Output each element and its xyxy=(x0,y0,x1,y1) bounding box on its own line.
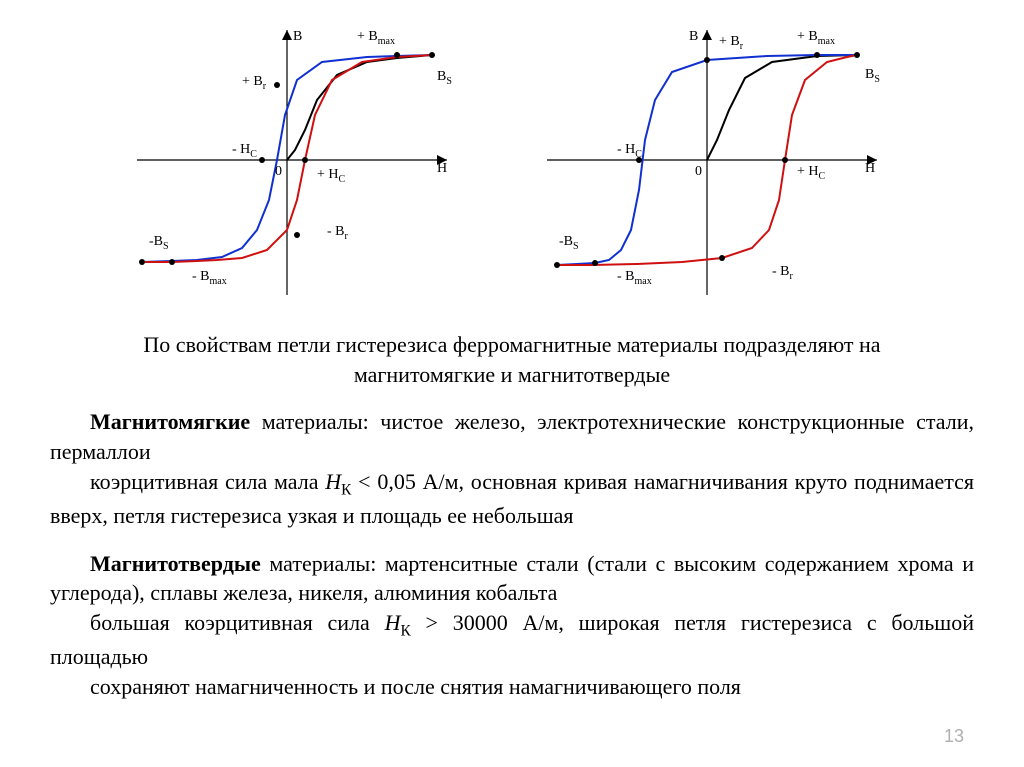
axis-label-B: B xyxy=(293,29,302,44)
label-minus-bs: -BS xyxy=(149,234,169,252)
hard-hk: H xyxy=(385,610,401,635)
hard-line2: большая коэрцитивная сила HК > 30000 А/м… xyxy=(50,608,974,672)
label-plus-hc: + HC xyxy=(797,164,826,182)
axis-label-H: H xyxy=(865,161,875,176)
axis-label-B: B xyxy=(689,29,698,44)
label-plus-hc: + HC xyxy=(317,167,346,185)
body-text: Магнитомягкие материалы: чистое железо, … xyxy=(50,407,974,701)
label-bs: BS xyxy=(865,67,880,85)
label-minus-bmax: - Bmax xyxy=(192,269,227,287)
label-origin: 0 xyxy=(695,164,702,179)
hard-heading: Магнитотвердые xyxy=(90,551,261,576)
label-minus-br: - Br xyxy=(772,264,794,282)
label-minus-bmax: - Bmax xyxy=(617,269,652,287)
figure-caption: По свойствам петли гистерезиса ферромагн… xyxy=(0,330,1024,389)
axis-label-H: H xyxy=(437,161,447,176)
label-minus-hc: - HC xyxy=(617,142,642,160)
hard-paragraph: Магнитотвердые материалы: мартенситные с… xyxy=(50,549,974,608)
label-bs: BS xyxy=(437,69,452,87)
hysteresis-svg-hard: B H + Bmax BS + Br - HC + HC 0 - Br -BS … xyxy=(547,20,887,300)
label-plus-bmax: + Bmax xyxy=(357,29,395,47)
soft-line2: коэрцитивная сила мала HК < 0,05 А/м, ос… xyxy=(50,467,974,531)
page-number: 13 xyxy=(944,726,964,747)
label-origin: 0 xyxy=(275,164,282,179)
figures-row: B H + Bmax BS + Br - HC + HC 0 - Br -BS … xyxy=(0,0,1024,300)
hard-line3: сохраняют намагниченность и после снятия… xyxy=(50,672,974,702)
label-minus-bs: -BS xyxy=(559,234,579,252)
soft-paragraph: Магнитомягкие материалы: чистое железо, … xyxy=(50,407,974,466)
label-minus-hc: - HC xyxy=(232,142,257,160)
caption-line1: По свойствам петли гистерезиса ферромагн… xyxy=(143,332,880,357)
caption-line2: магнитомягкие и магнитотвердые xyxy=(354,362,670,387)
hysteresis-svg-soft: B H + Bmax BS + Br - HC + HC 0 - Br -BS … xyxy=(137,20,457,300)
label-minus-br: - Br xyxy=(327,224,349,242)
label-plus-br: + Br xyxy=(242,74,267,92)
label-plus-br: + Br xyxy=(719,34,744,52)
soft-heading: Магнитомягкие xyxy=(90,409,250,434)
soft-hk: H xyxy=(325,469,341,494)
hysteresis-figure-hard: B H + Bmax BS + Br - HC + HC 0 - Br -BS … xyxy=(547,20,887,300)
hard-hk-sub: К xyxy=(400,622,410,639)
soft-hk-sub: К xyxy=(341,481,351,498)
hysteresis-figure-soft: B H + Bmax BS + Br - HC + HC 0 - Br -BS … xyxy=(137,20,457,300)
label-plus-bmax: + Bmax xyxy=(797,29,835,47)
